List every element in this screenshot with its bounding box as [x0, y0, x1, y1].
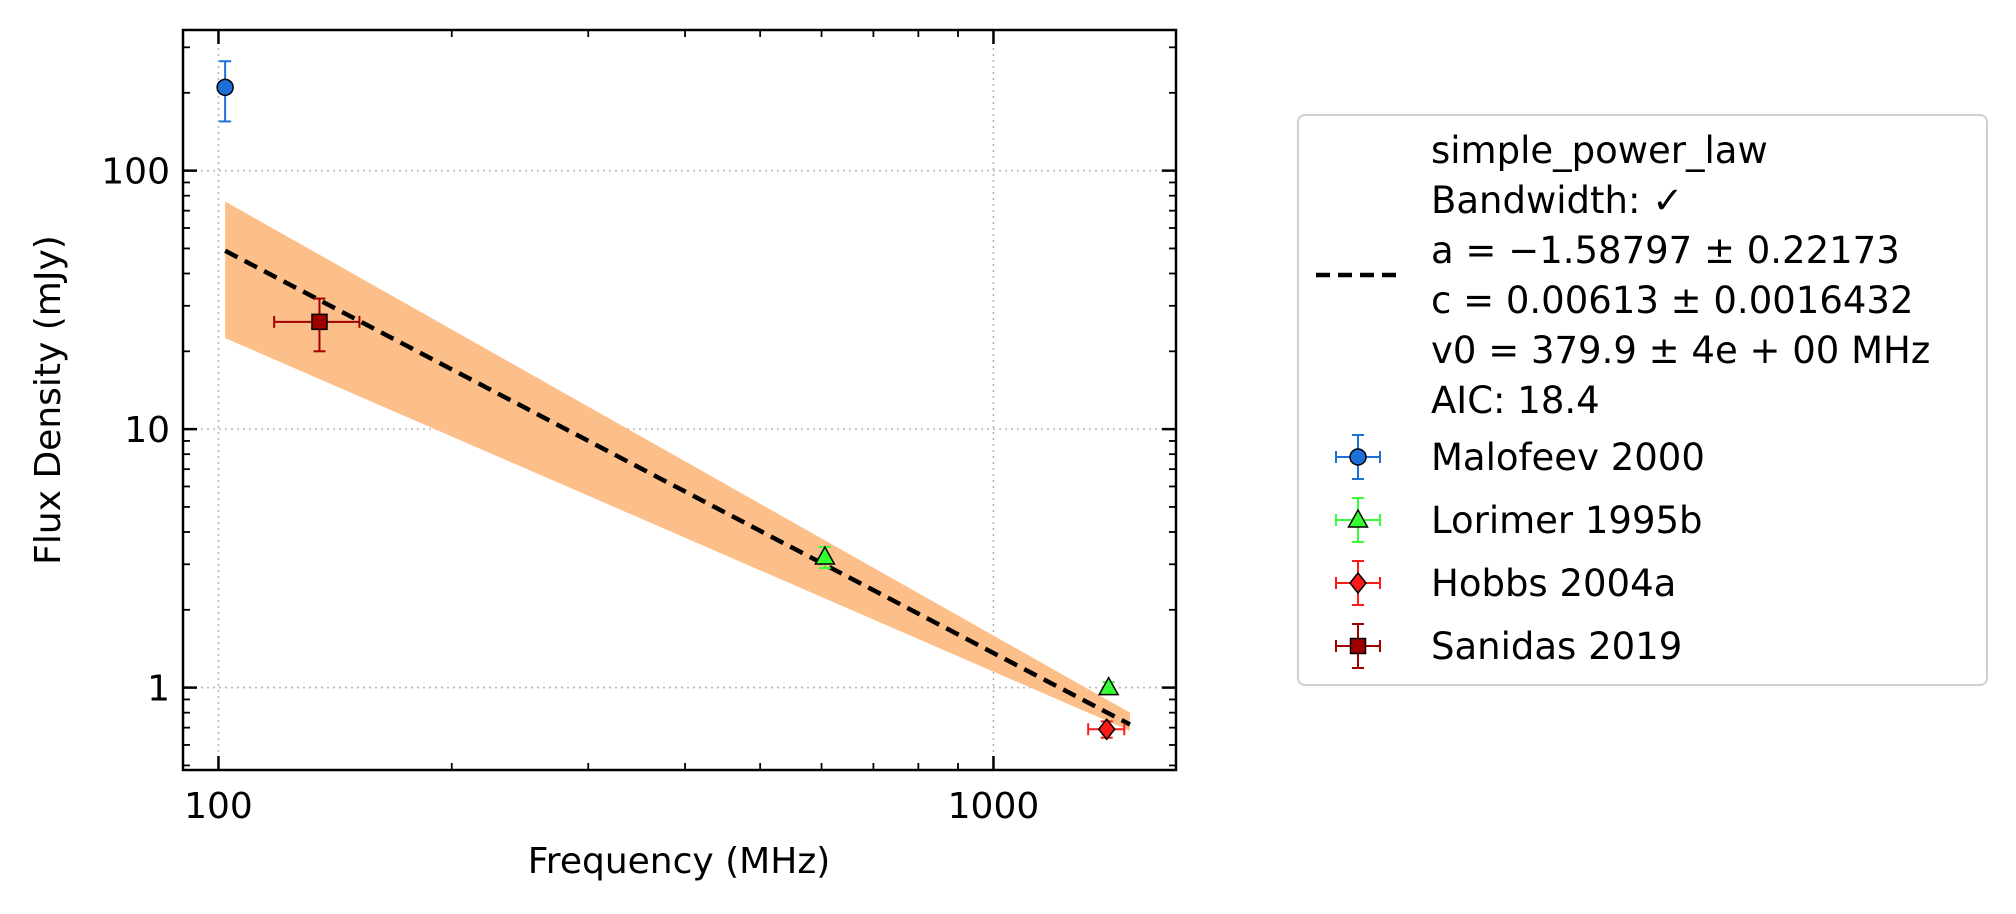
legend-entry: Hobbs 2004a: [1335, 560, 1676, 606]
plot-area-frame: [181, 28, 1178, 772]
point-marker: [814, 545, 836, 565]
data-points: [216, 60, 1126, 741]
point-marker: [216, 78, 234, 97]
legend-label: Lorimer 1995b: [1431, 499, 1703, 542]
legend-fit-label: simple_power_law Bandwidth: ✓ a = −1.587…: [1431, 129, 1942, 422]
fit-band-layer: [225, 201, 1130, 731]
legend-fit-aic: AIC: 18.4: [1431, 379, 1600, 422]
y-tick-label: 1: [147, 669, 170, 710]
legend-fit-model: simple_power_law: [1431, 129, 1768, 172]
data-point-diamond: [1087, 718, 1126, 741]
legend-label: Hobbs 2004a: [1431, 562, 1676, 605]
data-point-triangle: [814, 545, 836, 570]
y-tick-label: 100: [101, 152, 170, 193]
legend-frame: [1297, 114, 1988, 686]
data-point-triangle: [1097, 676, 1120, 696]
legend-series-entries: Malofeev 2000 Lorimer 1995b Hobbs 2004a San…: [1335, 434, 1705, 669]
legend-marker: [1349, 637, 1367, 655]
legend-fit-bandwidth: Bandwidth: ✓: [1431, 179, 1683, 222]
point-marker: [1097, 676, 1120, 696]
x-axis-label: Frequency (MHz): [528, 841, 831, 882]
tick-labels: 100 1000 1 10 100: [101, 152, 1039, 827]
legend-fit-param-v0: v0 = 379.9 ± 4e + 00 MHz: [1431, 329, 1930, 372]
legend-entry: Lorimer 1995b: [1335, 497, 1703, 543]
x-tick-label: 100: [184, 786, 253, 827]
legend-fit-param-a: a = −1.58797 ± 0.22173: [1431, 229, 1900, 272]
fit-line: [224, 248, 1131, 727]
point-marker: [1097, 718, 1116, 741]
axis-ticks: [182, 30, 1176, 770]
legend-label: Malofeev 2000: [1431, 436, 1705, 479]
legend-marker: [1349, 571, 1367, 595]
y-axis-label: Flux Density (mJy): [28, 235, 69, 565]
data-point-circle: [216, 60, 234, 123]
legend-marker: [1349, 448, 1367, 466]
legend-entry: Sanidas 2019: [1335, 623, 1682, 669]
legend-entry: Malofeev 2000: [1335, 434, 1705, 480]
data-point-square: [273, 297, 361, 353]
legend: simple_power_law Bandwidth: ✓ a = −1.587…: [1297, 114, 1988, 686]
legend-marker: [1347, 508, 1369, 528]
y-tick-label: 10: [124, 410, 170, 451]
x-tick-label: 1000: [948, 786, 1040, 827]
legend-fit-param-c: c = 0.00613 ± 0.0016432: [1431, 279, 1913, 322]
fit-line-layer: [224, 248, 1131, 727]
point-marker: [311, 313, 328, 331]
fit-uncertainty-band: [225, 201, 1130, 731]
legend-label: Sanidas 2019: [1431, 625, 1682, 668]
